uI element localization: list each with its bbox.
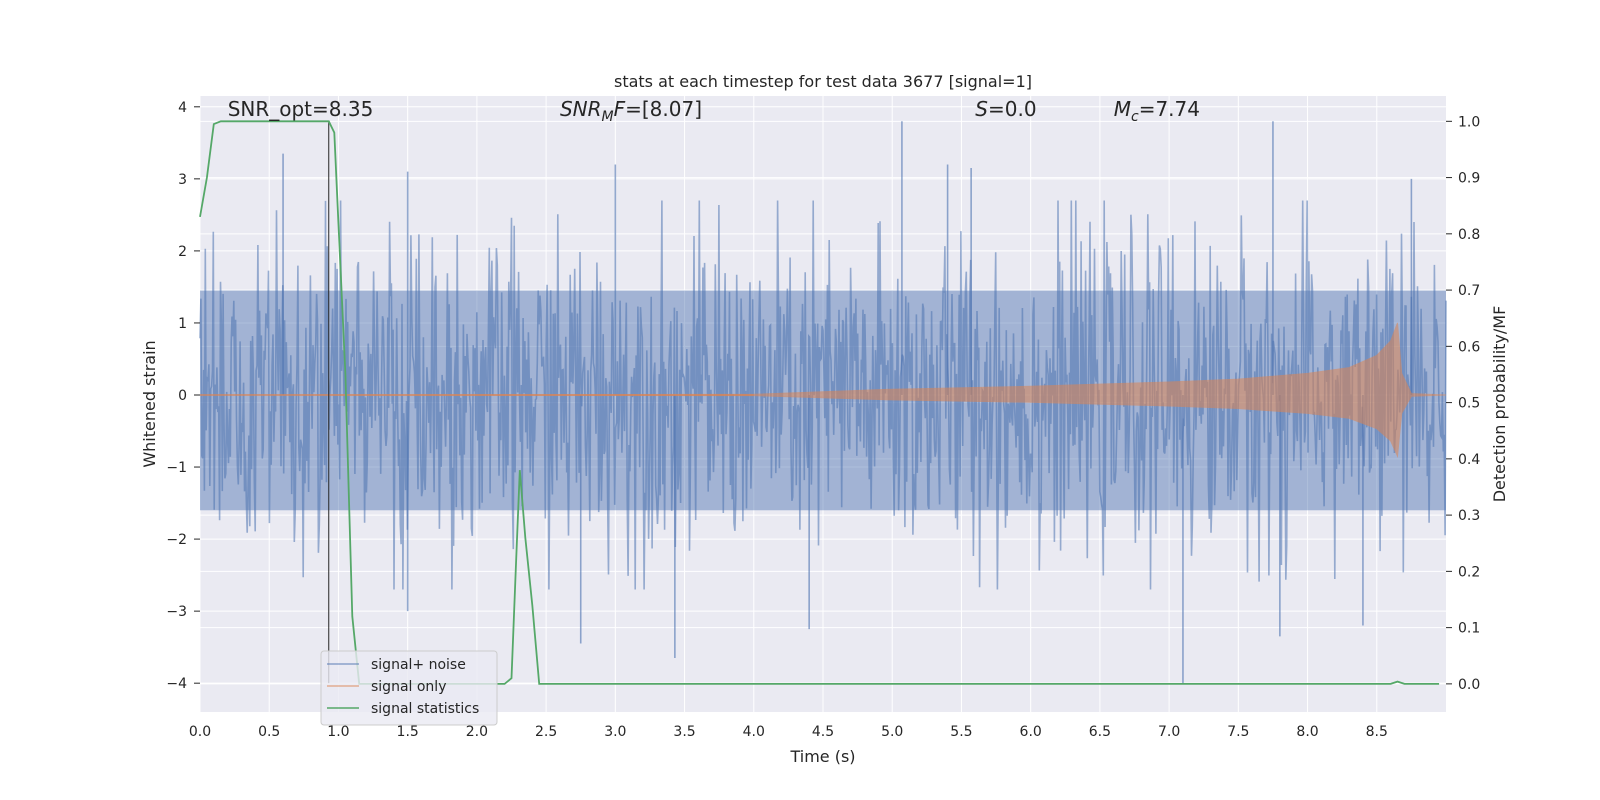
x-tick-label: 6.0 [1020, 724, 1042, 740]
x-tick-label: 0.0 [189, 724, 211, 740]
annotation-text: SNR_opt=8.35 [228, 97, 374, 121]
x-tick-label: 1.5 [397, 724, 419, 740]
y-axis-label-right: Detection probability/MF [1490, 306, 1509, 503]
y-left-tick-label: −2 [166, 532, 187, 548]
x-tick-label: 3.5 [673, 724, 695, 740]
legend: signal+ noise signal only signal statist… [320, 650, 498, 726]
y-right-tick-label: 0.4 [1458, 452, 1480, 468]
x-tick-label: 5.5 [950, 724, 972, 740]
y-right-tick-label: 0.6 [1458, 339, 1480, 355]
y-right-tick-labels: 1.0 0.9 0.8 0.7 0.6 0.5 0.4 0.3 0.2 0.1 0.0 [1446, 114, 1480, 693]
statistics-line [199, 120, 1440, 685]
y-left-tick-label: −1 [166, 460, 187, 476]
y-left-tick-label: 1 [178, 316, 187, 332]
y-right-tick-label: 0.2 [1458, 564, 1480, 580]
x-tick-label: 2.5 [535, 724, 557, 740]
y-right-tick-label: 0.5 [1458, 396, 1480, 412]
legend-label-signal: signal only [371, 679, 446, 695]
x-tick-label: 0.5 [258, 724, 280, 740]
x-tick-label: 3.0 [604, 724, 626, 740]
legend-label-noise: signal+ noise [371, 657, 466, 673]
signal-only-series [199, 322, 1447, 459]
annotation-text: Mc=7.74 [1114, 97, 1200, 125]
y-right-tick-label: 0.0 [1458, 677, 1480, 693]
x-tick-label: 4.5 [812, 724, 834, 740]
y-right-tick-label: 0.7 [1458, 283, 1480, 299]
x-tick-label: 4.0 [743, 724, 765, 740]
y-left-tick-labels: 4 3 2 1 0 −1 −2 −3 −4 [166, 100, 200, 692]
y-right-tick-label: 0.3 [1458, 508, 1480, 524]
y-right-tick-label: 0.9 [1458, 171, 1480, 187]
y-left-tick-label: −3 [166, 604, 187, 620]
y-left-tick-label: 3 [178, 172, 187, 188]
x-tick-label: 5.0 [881, 724, 903, 740]
annotation-text: SNRMF=[8.07] [560, 97, 702, 125]
x-axis-label: Time (s) [789, 747, 855, 766]
y-right-tick-label: 0.8 [1458, 227, 1480, 243]
y-left-tick-label: 2 [178, 244, 187, 260]
x-tick-label: 7.5 [1227, 724, 1249, 740]
y-axis-label-left: Whitened strain [140, 340, 159, 467]
chirp-envelope [199, 322, 1447, 459]
y-left-tick-label: −4 [166, 676, 187, 692]
x-tick-labels: 0.0 0.5 1.0 1.5 2.0 2.5 3.0 3.5 4.0 4.5 5.0 5.5 6.0 6… [189, 724, 1388, 740]
legend-label-statistics: signal statistics [371, 701, 479, 717]
y-left-tick-label: 0 [178, 388, 187, 404]
x-tick-label: 6.5 [1089, 724, 1111, 740]
x-tick-label: 7.0 [1158, 724, 1180, 740]
x-tick-label: 1.0 [327, 724, 349, 740]
legend-box [320, 650, 498, 726]
annotations: SNR_opt=8.35 SNRMF=[8.07] S=0.0 Mc=7.74 [228, 97, 1200, 125]
y-right-tick-label: 1.0 [1458, 114, 1480, 130]
x-tick-label: 8.5 [1366, 724, 1388, 740]
chart-title: stats at each timestep for test data 367… [614, 72, 1032, 91]
x-tick-label: 2.0 [466, 724, 488, 740]
x-tick-label: 8.0 [1296, 724, 1318, 740]
grid [199, 96, 1446, 712]
y-left-tick-label: 4 [178, 100, 187, 116]
signal-statistics-series [199, 120, 1440, 685]
annotation-text: S=0.0 [975, 97, 1036, 121]
y-right-tick-label: 0.1 [1458, 621, 1480, 637]
